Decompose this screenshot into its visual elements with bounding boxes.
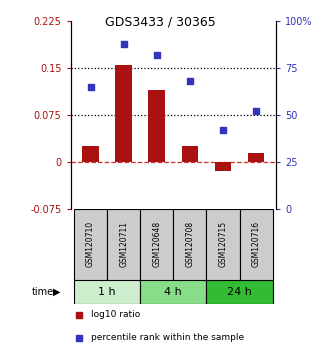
Bar [182,146,198,162]
Point [76,335,82,341]
Text: GSM120715: GSM120715 [219,221,228,267]
Point [76,312,82,318]
Text: percentile rank within the sample: percentile rank within the sample [91,333,244,342]
Text: 4 h: 4 h [164,287,182,297]
Text: GSM120710: GSM120710 [86,221,95,267]
Bar [173,209,206,280]
Text: GSM120708: GSM120708 [186,221,195,267]
Point [187,79,193,84]
Bar [239,209,273,280]
Bar [140,209,173,280]
Bar [140,280,206,304]
Point [88,84,93,90]
Text: time: time [32,287,54,297]
Text: 24 h: 24 h [227,287,252,297]
Point [121,41,126,47]
Point [254,108,259,114]
Text: log10 ratio: log10 ratio [91,310,140,319]
Text: GSM120716: GSM120716 [252,221,261,267]
Text: GSM120648: GSM120648 [152,221,161,267]
Bar [215,162,231,171]
Point [221,127,226,133]
Bar [206,209,239,280]
Text: ▶: ▶ [53,287,60,297]
Text: GSM120711: GSM120711 [119,221,128,267]
Bar [74,209,107,280]
Text: 1 h: 1 h [98,287,116,297]
Bar [248,153,265,162]
Bar [206,280,273,304]
Bar [149,90,165,162]
Bar [82,146,99,162]
Bar [115,65,132,162]
Bar [107,209,140,280]
Text: GDS3433 / 30365: GDS3433 / 30365 [105,16,216,29]
Point [154,52,159,58]
Bar [74,280,140,304]
